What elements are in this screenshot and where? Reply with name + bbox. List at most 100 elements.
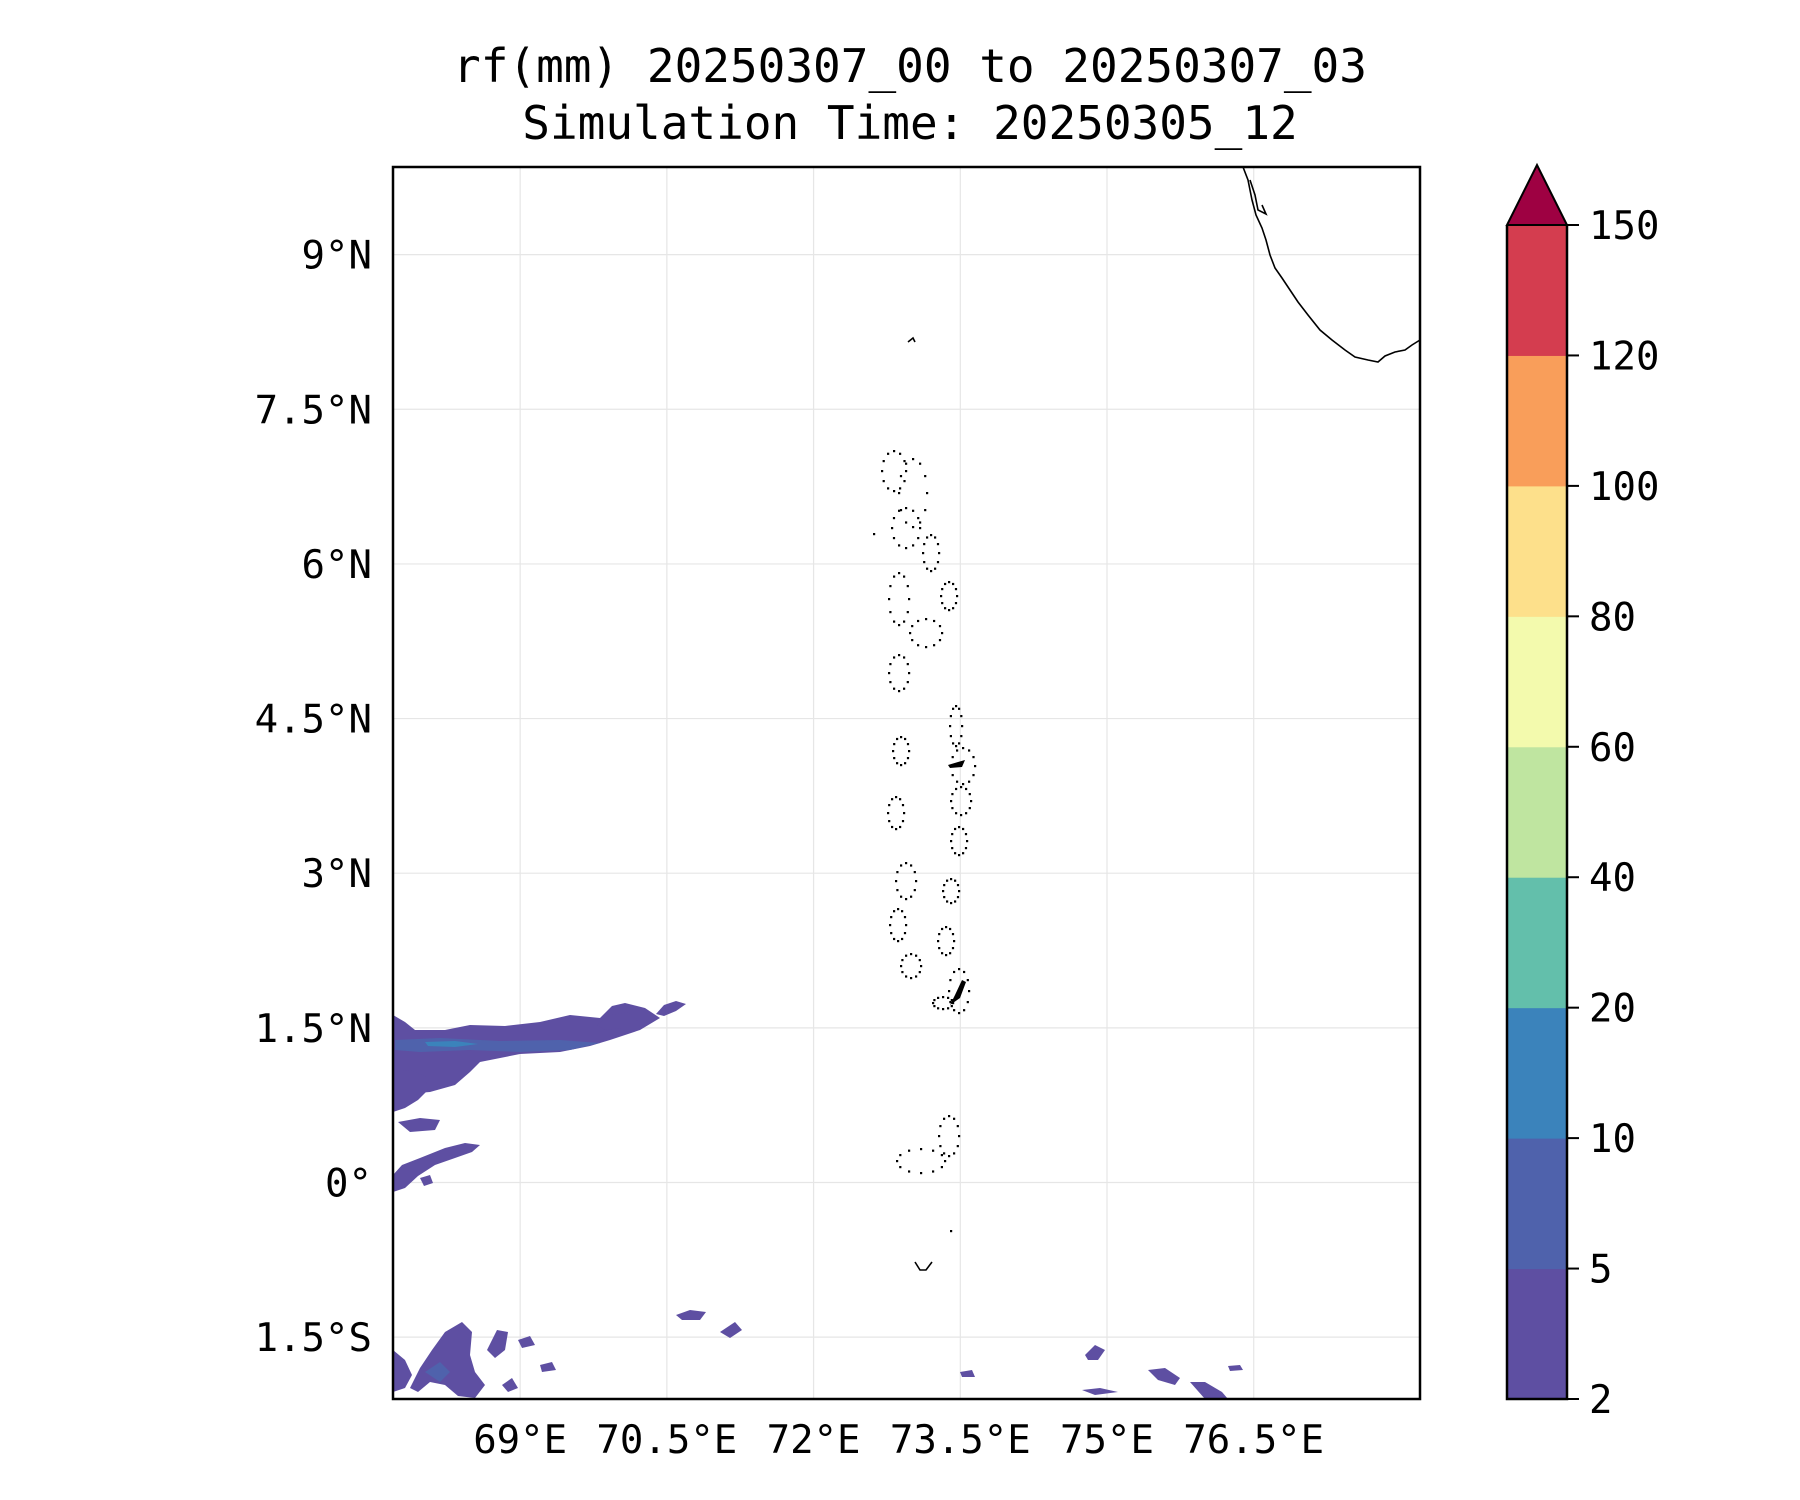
atoll-dot xyxy=(937,1007,940,1010)
atoll-dot xyxy=(960,715,963,718)
atoll-dot xyxy=(947,1007,950,1010)
atoll-dot xyxy=(960,786,963,789)
atoll-dot xyxy=(962,827,965,831)
atoll-dot xyxy=(888,804,891,807)
atoll-dot xyxy=(893,450,896,453)
rain-blob-south-west-core xyxy=(425,1362,450,1382)
atoll-dot xyxy=(903,687,906,690)
atoll-dot xyxy=(972,774,975,777)
atoll-dot xyxy=(945,954,948,957)
atoll-dot xyxy=(949,952,952,955)
atoll-dot xyxy=(968,749,971,752)
atoll-dot xyxy=(968,793,971,796)
atoll-dot xyxy=(966,840,969,843)
rain-blob-south-3 xyxy=(502,1378,518,1392)
atoll-dot xyxy=(899,825,902,829)
atoll-dot xyxy=(954,602,958,605)
colorbar-tick-label: 10 xyxy=(1589,1117,1636,1162)
atoll-dot xyxy=(893,743,896,746)
atoll-dot xyxy=(898,690,901,693)
atoll-dot xyxy=(951,947,955,950)
atoll-dot xyxy=(896,737,899,741)
rain-band-north-streamer xyxy=(656,1001,686,1016)
atoll-dot xyxy=(889,924,892,927)
atoll-dot xyxy=(903,575,906,578)
atoll-dot xyxy=(887,452,890,455)
atoll-dot xyxy=(933,619,936,623)
atoll-dot xyxy=(949,735,952,738)
atoll-dot xyxy=(953,1009,956,1012)
atoll-dot xyxy=(919,462,922,465)
colorbar-frame xyxy=(1505,225,1569,1401)
atoll-dot xyxy=(951,833,954,836)
atoll-dot xyxy=(974,765,977,768)
atoll-dot xyxy=(958,968,961,971)
rain-blob-south-2 xyxy=(518,1336,535,1348)
map-background xyxy=(393,167,1420,1399)
atoll-dot xyxy=(905,470,908,473)
atoll-dot xyxy=(905,975,908,978)
atoll-dot xyxy=(903,656,906,659)
atoll-dot xyxy=(972,756,975,759)
colorbar-tick-label: 2 xyxy=(1589,1378,1612,1423)
atoll-dot xyxy=(905,462,908,465)
atoll-dot xyxy=(887,812,890,815)
atoll-dot xyxy=(906,663,909,666)
colorbar-segment xyxy=(1507,485,1567,617)
atoll-dot xyxy=(888,598,891,601)
rain-band-equator xyxy=(393,1143,480,1192)
rain-blob-south-8 xyxy=(1148,1368,1180,1385)
rain-blob-west-2 xyxy=(398,1118,440,1132)
atoll-dot xyxy=(942,890,945,893)
colorbar-segment xyxy=(1507,616,1567,748)
colorbar-tick-label: 60 xyxy=(1589,726,1636,771)
atoll-dot xyxy=(955,812,958,815)
colorbar-segment xyxy=(1507,1007,1567,1139)
atoll-dot xyxy=(910,864,913,867)
atoll-dot xyxy=(950,800,953,803)
atoll-dot xyxy=(954,827,957,831)
atoll-dot xyxy=(936,561,940,564)
atoll-dot xyxy=(970,800,973,803)
atoll-dot xyxy=(904,737,907,741)
atoll-dot xyxy=(955,705,958,708)
atoll-dot xyxy=(911,639,914,642)
title-line-2: Simulation Time: 20250305_12 xyxy=(522,96,1297,150)
atoll-dot xyxy=(947,996,950,999)
atoll-dot xyxy=(945,926,948,929)
atoll-dot xyxy=(940,1166,943,1169)
atoll-dot xyxy=(939,1125,942,1128)
atoll-dot xyxy=(956,896,960,899)
atoll-dot xyxy=(905,547,908,550)
atoll-dot xyxy=(908,1149,911,1152)
atoll-dot xyxy=(893,687,896,690)
atoll-dot xyxy=(915,880,918,883)
atoll-dot xyxy=(917,619,920,623)
atoll-dot xyxy=(933,999,936,1002)
atoll-dot xyxy=(946,900,949,903)
atoll-dot xyxy=(923,561,926,564)
map-panel: 69°E 70.5°E 72°E 73.5°E 75°E 76.5°E 9°N 7.5°N 6… xyxy=(255,165,1422,1463)
atoll-dot xyxy=(948,1155,951,1158)
atoll-dot xyxy=(882,460,885,463)
atoll-dot xyxy=(950,1230,953,1233)
atoll-dot xyxy=(933,1005,936,1008)
atoll-dot xyxy=(897,908,900,911)
atoll-dot xyxy=(917,537,920,540)
atoll-dot xyxy=(933,644,936,647)
atoll-dot xyxy=(958,854,961,857)
atoll-dot xyxy=(958,707,961,710)
atoll-dot xyxy=(898,544,901,547)
atoll-dot xyxy=(938,933,941,936)
atoll-dot xyxy=(898,492,901,495)
atoll-dot xyxy=(888,820,891,823)
atoll-dot xyxy=(926,567,929,570)
rain-blob-south-5 xyxy=(676,1310,706,1320)
atoll-dot xyxy=(939,1145,942,1148)
atoll-dot xyxy=(910,953,913,956)
atoll-dot xyxy=(968,807,971,810)
atoll-dot xyxy=(906,757,910,760)
atoll-dot xyxy=(920,965,923,968)
atoll-dot xyxy=(965,812,968,815)
atoll-dot xyxy=(904,762,907,765)
